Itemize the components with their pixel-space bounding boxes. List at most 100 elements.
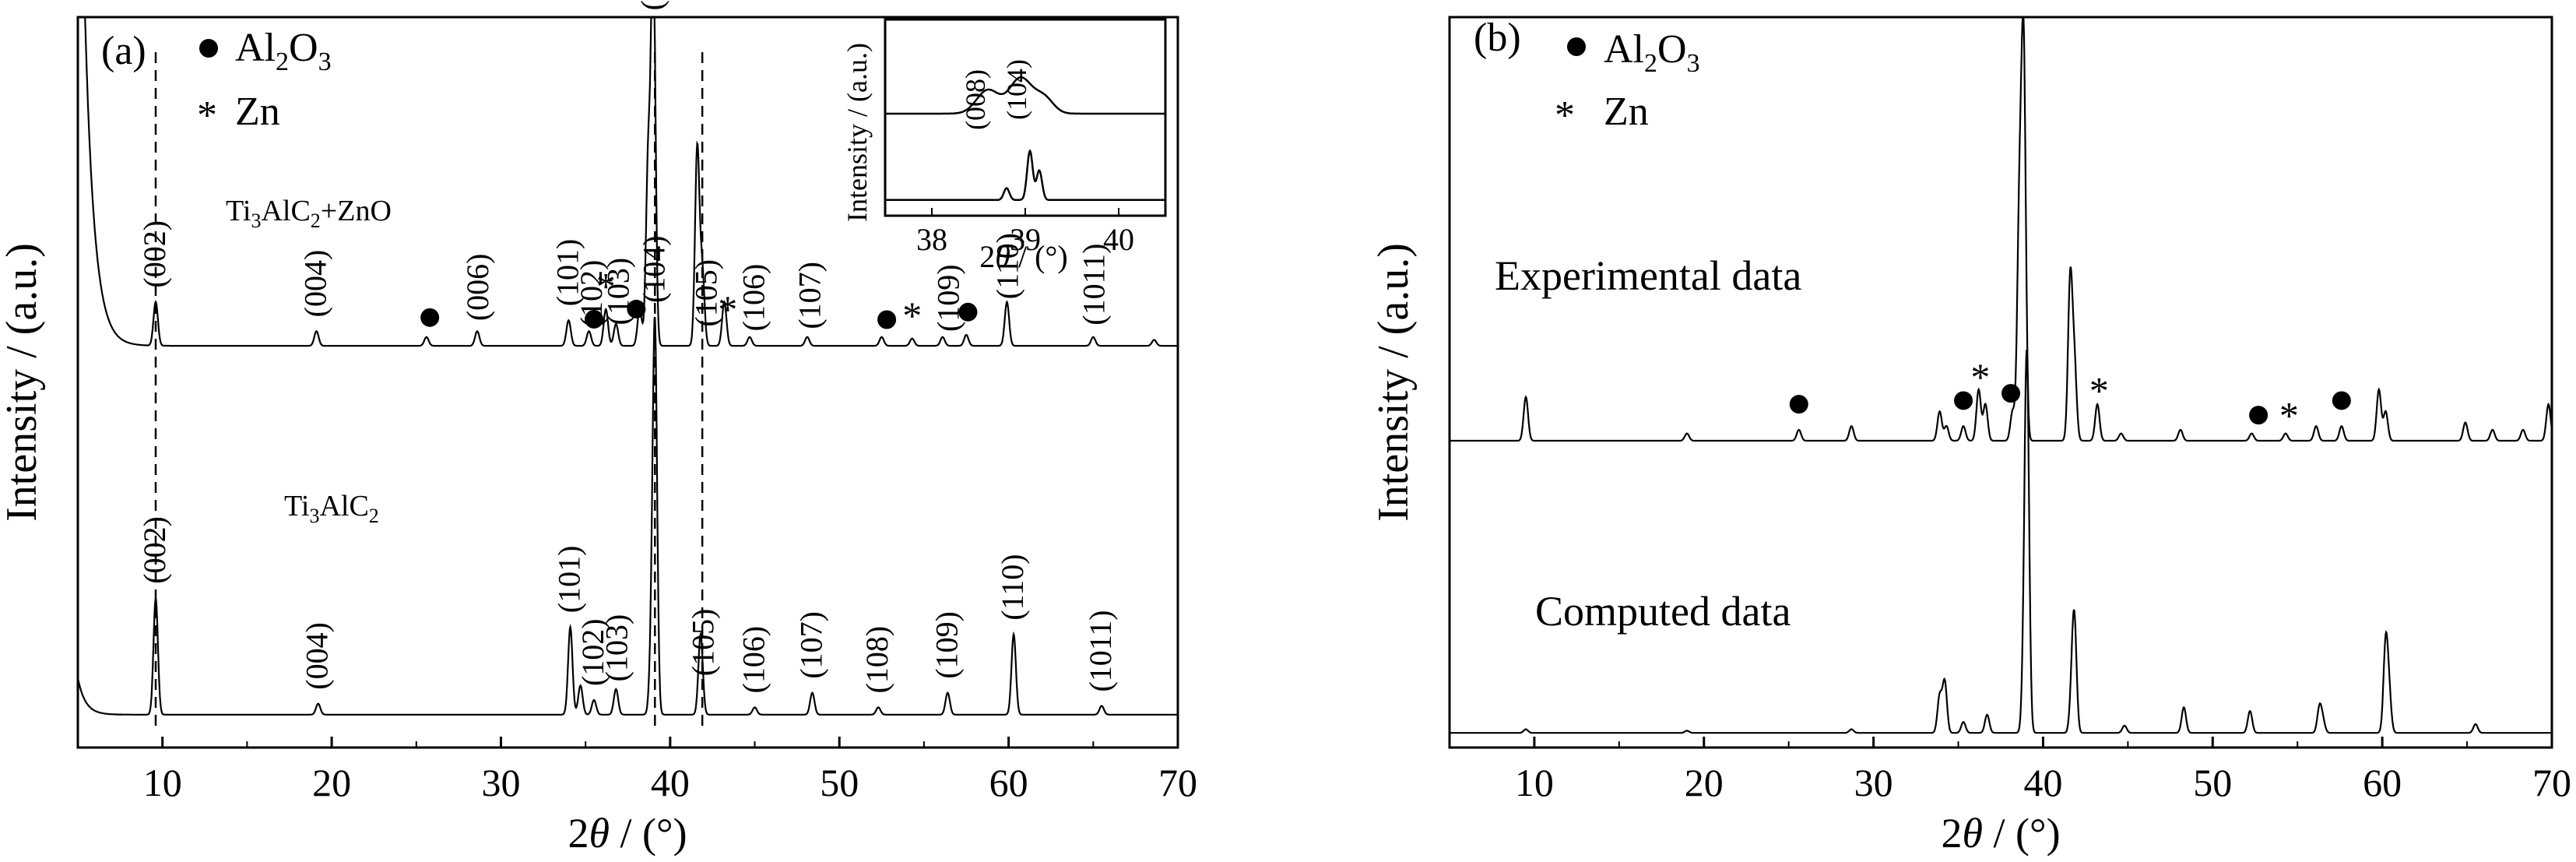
hkl-label-a-1-7: (106) bbox=[736, 626, 771, 694]
panel-a-x-axis-label: 2θ / (°) bbox=[568, 810, 687, 857]
xrd-curve-a-1 bbox=[76, 316, 1178, 716]
al2o3-marker-a-0-0 bbox=[420, 308, 440, 327]
hkl-label-a-0-10: (109) bbox=[931, 264, 966, 332]
x-tick-label-a-50: 50 bbox=[820, 761, 859, 804]
panel-b: 10 20 30 40 50 60 70 * * * (b) Al2O3 * Zn Experi… bbox=[1369, 16, 2571, 857]
hkl-label-a-0-2: (006) bbox=[460, 254, 495, 322]
inset-label-008: (008) bbox=[960, 69, 991, 130]
inset-x-tick-label-38: 38 bbox=[916, 222, 947, 257]
hkl-label-a-0-0: (002) bbox=[137, 220, 172, 288]
hkl-label-a-0-3: (101) bbox=[550, 239, 585, 307]
hkl-label-a-0-4: (102) bbox=[574, 260, 609, 328]
panel-a: 10 20 30 40 50 60 70 ** * (002) (004) (006) (101)(… bbox=[0, 0, 1197, 857]
series-label-ti3alc2: Ti3AlC2 bbox=[284, 490, 379, 527]
hkl-label-a-1-9: (108) bbox=[859, 626, 894, 694]
al2o3-marker-a-0-3 bbox=[877, 310, 897, 329]
panel-b-phase-markers: * * * bbox=[1789, 355, 2351, 437]
hkl-label-a-1-11: (110) bbox=[995, 554, 1030, 620]
al2o3-marker-a-0-4 bbox=[958, 302, 978, 322]
panel-a-y-axis-label: Intensity / (a.u.) bbox=[0, 243, 46, 522]
hkl-label-a-1-4: (103) bbox=[599, 614, 634, 682]
series-label-computed: Computed data bbox=[1535, 588, 1791, 635]
x-tick-label-a-40: 40 bbox=[651, 761, 690, 804]
hkl-label-a-0-1: (004) bbox=[298, 250, 333, 318]
hkl-label-a-1-2: (101) bbox=[552, 546, 587, 614]
al2o3-marker-b-0-4 bbox=[2332, 391, 2351, 410]
hkl-label-a-0-5: (103) bbox=[601, 258, 636, 325]
hkl-label-a-1-5: (104) bbox=[636, 235, 671, 303]
panel-a-phase-markers: * * * bbox=[420, 264, 978, 337]
x-tick-label-b-20: 20 bbox=[1685, 761, 1724, 804]
hkl-label-a-0-9: (107) bbox=[792, 262, 827, 329]
hkl-label-a-0-12: (1011) bbox=[1076, 244, 1111, 325]
zn-marker-b-0-2: * bbox=[2279, 393, 2299, 437]
legend-a-star-marker: * bbox=[197, 93, 217, 138]
panel-a-label: (a) bbox=[101, 29, 146, 73]
hkl-label-a-1-0: (002) bbox=[137, 516, 172, 584]
x-tick-label-a-30: 30 bbox=[481, 761, 520, 804]
al2o3-marker-b-0-3 bbox=[2249, 406, 2268, 425]
al2o3-marker-a-0-1 bbox=[585, 309, 604, 329]
hkl-label-a-0-8: (106) bbox=[736, 264, 771, 332]
x-tick-label-b-60: 60 bbox=[2363, 761, 2402, 804]
hkl-label-a-1-3: (102) bbox=[575, 618, 610, 686]
inset-x-tick-label-40: 40 bbox=[1103, 222, 1134, 257]
panel-b-frame bbox=[1448, 16, 2553, 749]
al2o3-marker-b-0-1 bbox=[1954, 391, 1973, 410]
legend-a-zn-label: Zn bbox=[235, 90, 280, 134]
hkl-label-a-1-6: (105) bbox=[685, 609, 720, 677]
hkl-label-a-1-10: (109) bbox=[929, 611, 964, 679]
hkl-label-a-0-11: (110) bbox=[990, 233, 1025, 299]
hkl-label-a-1-1: (004) bbox=[300, 622, 335, 690]
xrd-curve-b-0 bbox=[1450, 16, 2553, 442]
legend-b-zn-label: Zn bbox=[1604, 90, 1649, 134]
legend-b-star-marker: * bbox=[1555, 93, 1575, 138]
legend-b-dot-marker bbox=[1567, 37, 1586, 56]
panel-a-x-ticks: 10 20 30 40 50 60 70 bbox=[77, 737, 1197, 804]
inset-curve-1 bbox=[885, 149, 1165, 202]
inset-y-axis-label: Intensity / (a.u.) bbox=[842, 43, 873, 222]
inset-curves bbox=[885, 76, 1165, 202]
panel-a-dashed-lines bbox=[154, 52, 704, 732]
zn-marker-a-0-1: * bbox=[718, 287, 737, 331]
inset-chart: 38 39 40 (008) (104) 2θ / (°) Intensity / … bbox=[842, 18, 1167, 274]
al2o3-marker-b-0-0 bbox=[1789, 395, 1808, 414]
x-tick-label-a-10: 10 bbox=[143, 761, 182, 804]
x-tick-label-b-30: 30 bbox=[1854, 761, 1893, 804]
x-tick-label-b-40: 40 bbox=[2023, 761, 2062, 804]
hkl-label-a-0-6: (104) bbox=[634, 0, 669, 10]
panel-a-hkl-labels: (002)(004)(006)(101)(102)(103)(104)(105)… bbox=[137, 0, 1118, 693]
panel-b-label: (b) bbox=[1474, 16, 1521, 60]
panel-a-frame bbox=[76, 16, 1179, 749]
legend-a-dot-marker bbox=[199, 39, 218, 58]
series-label-experimental: Experimental data bbox=[1495, 252, 1801, 299]
xrd-curve-a-0 bbox=[78, 16, 1178, 347]
zn-marker-a-0-2: * bbox=[902, 294, 922, 337]
zn-marker-b-0-0: * bbox=[1970, 355, 1990, 399]
x-tick-label-a-70: 70 bbox=[1158, 761, 1197, 804]
hkl-label-a-1-8: (107) bbox=[793, 611, 828, 679]
hkl-label-a-1-12: (1011) bbox=[1083, 610, 1118, 691]
x-tick-label-a-60: 60 bbox=[989, 761, 1028, 804]
x-tick-label-b-50: 50 bbox=[2193, 761, 2232, 804]
inset-x-tick-label-39: 39 bbox=[1010, 222, 1041, 257]
inset-x-ticks: 38 39 40 bbox=[916, 208, 1134, 257]
series-label-ti3alc2-zno: Ti3AlC2+ZnO bbox=[226, 195, 392, 232]
panel-b-x-axis-label: 2θ / (°) bbox=[1941, 810, 2060, 857]
panel-b-curves bbox=[1450, 16, 2553, 734]
panel-b-y-axis-label: Intensity / (a.u.) bbox=[1369, 243, 1418, 522]
al2o3-marker-a-0-2 bbox=[627, 299, 646, 318]
hkl-label-a-0-7: (105) bbox=[689, 259, 724, 327]
al2o3-marker-b-0-2 bbox=[2001, 384, 2021, 403]
x-tick-label-b-70: 70 bbox=[2532, 761, 2571, 804]
legend-b-al2o3-label: Al2O3 bbox=[1604, 27, 1700, 78]
panel-b-x-ticks: 10 20 30 40 50 60 70 bbox=[1449, 737, 2571, 804]
xrd-curve-b-1 bbox=[1450, 350, 2552, 734]
zn-marker-a-0-0: * bbox=[596, 264, 616, 308]
x-tick-label-b-10: 10 bbox=[1515, 761, 1554, 804]
inset-curve-0 bbox=[885, 76, 1165, 115]
inset-x-axis-label: 2θ / (°) bbox=[979, 239, 1067, 274]
inset-label-104: (104) bbox=[1001, 59, 1032, 120]
x-tick-label-a-20: 20 bbox=[312, 761, 351, 804]
